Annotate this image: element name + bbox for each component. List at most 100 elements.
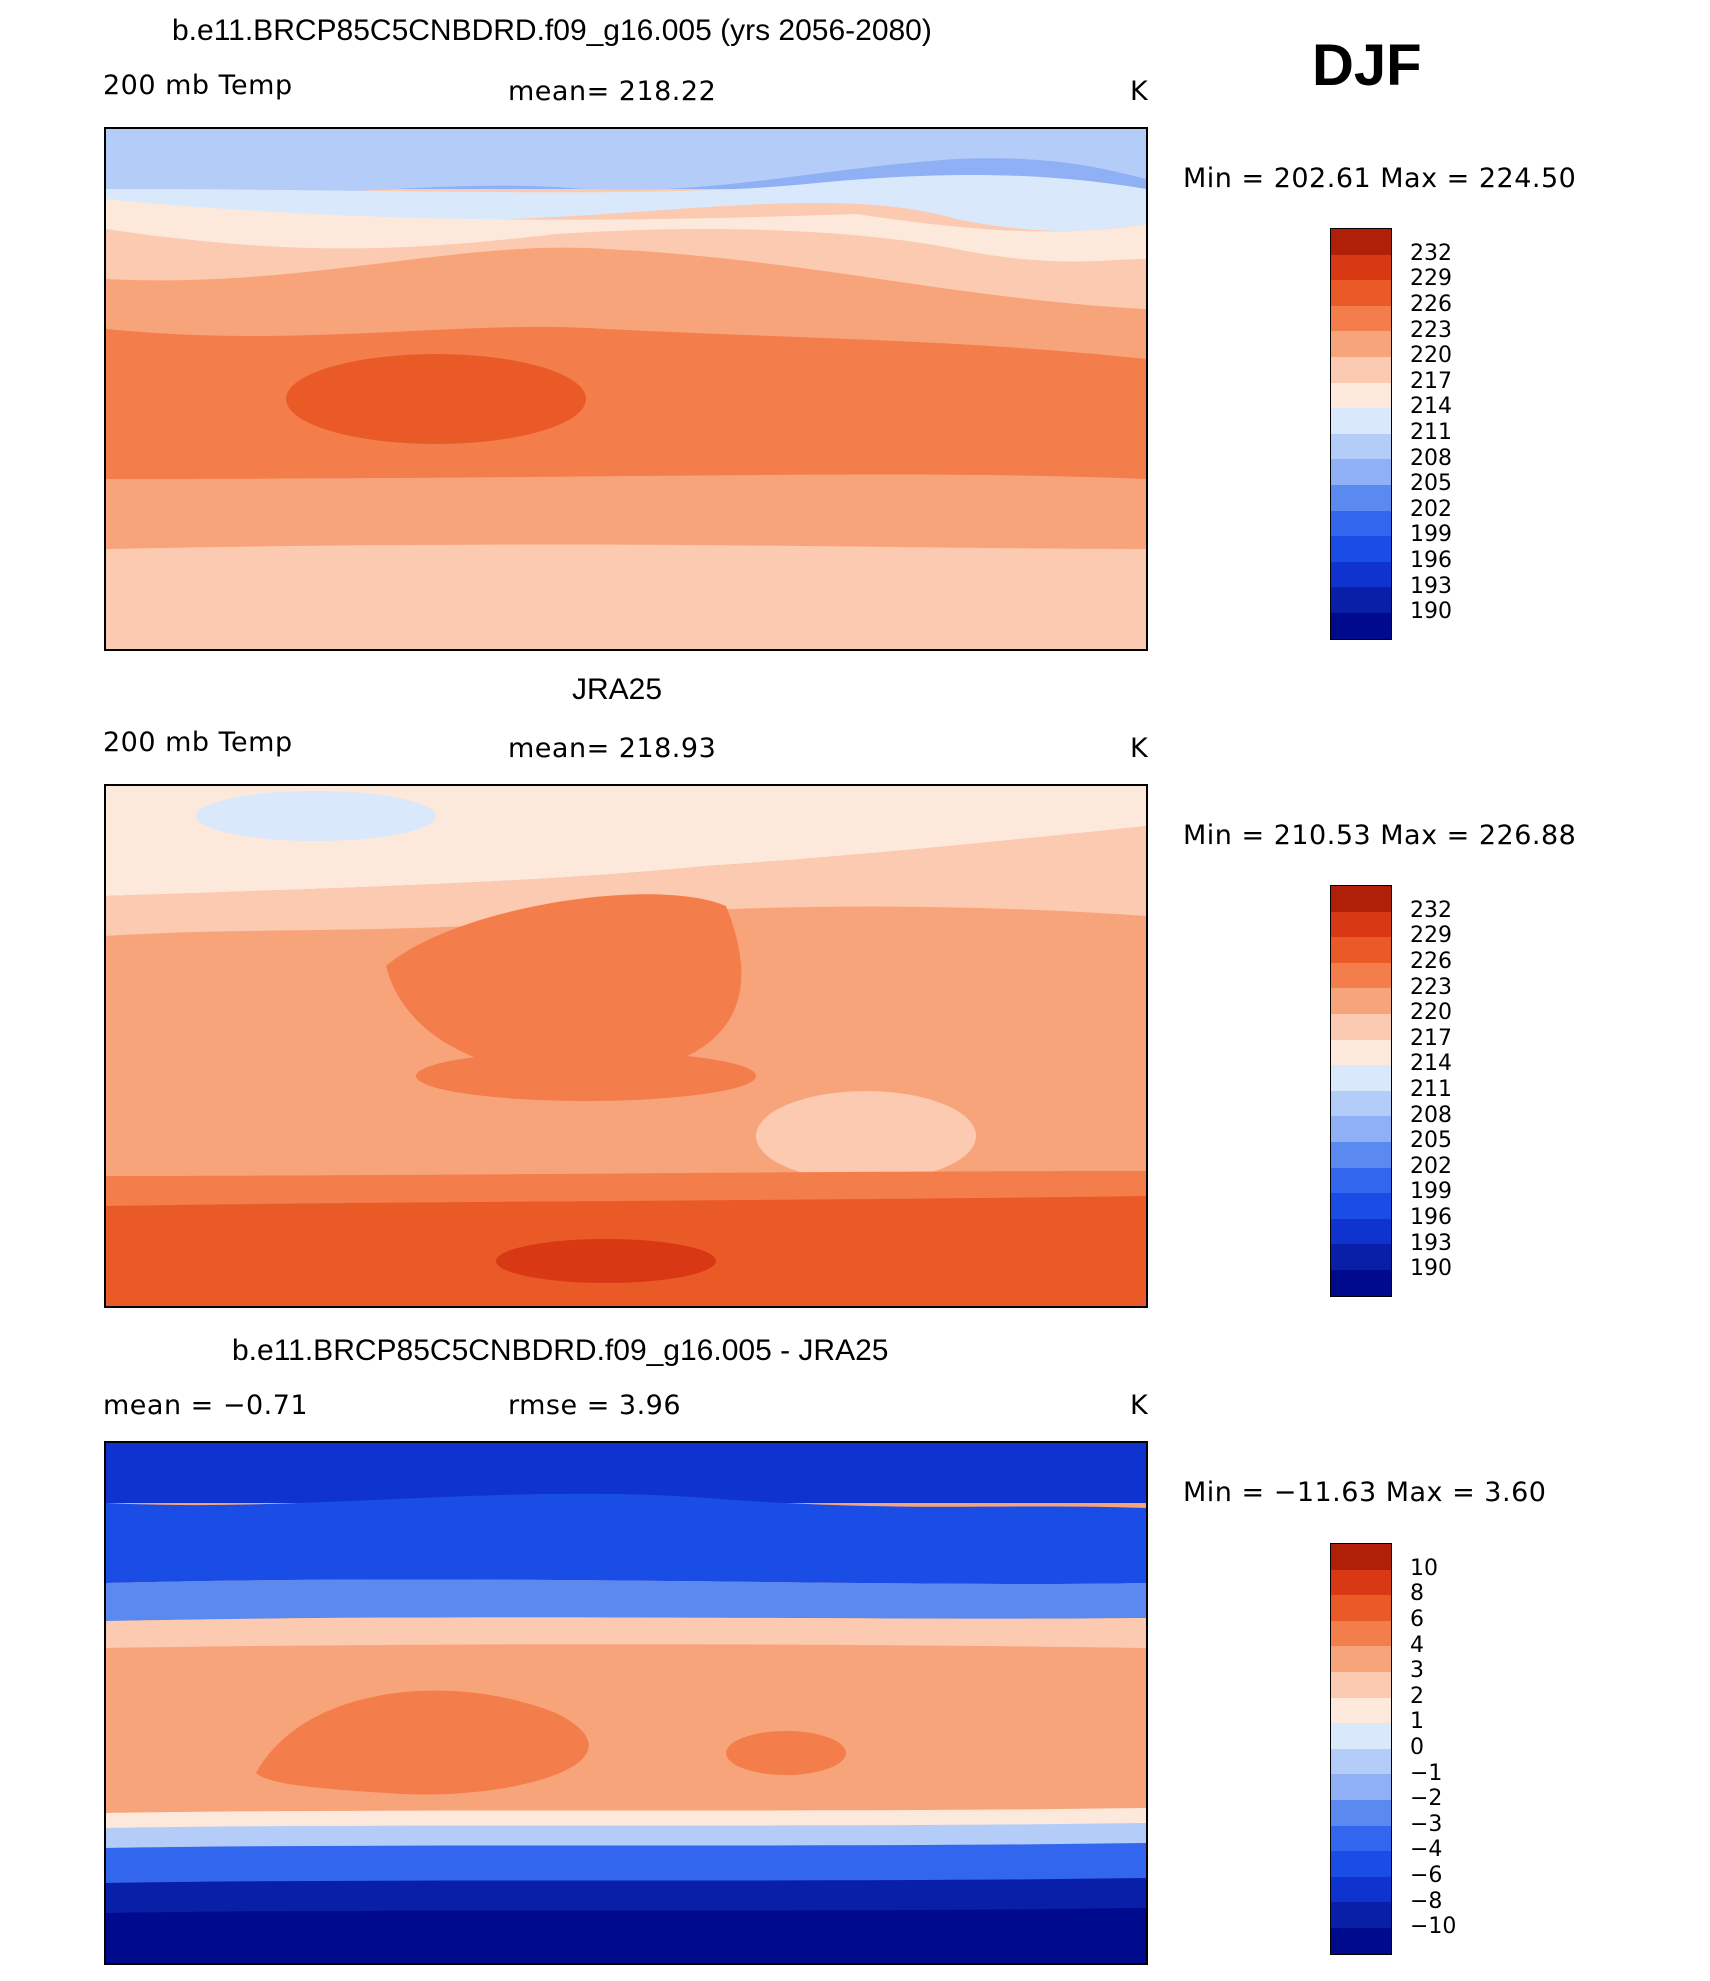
colorbar-swatch — [1331, 1697, 1391, 1724]
panel-2-variable: 200 mb Temp — [103, 727, 293, 758]
colorbar-swatch — [1331, 587, 1391, 613]
field-band — [106, 1579, 1146, 1621]
field-maximum — [286, 354, 586, 444]
colorbar-tick-label: 2 — [1410, 1683, 1424, 1709]
colorbar-swatch — [1331, 459, 1391, 485]
colorbar-swatch — [1331, 510, 1391, 537]
field-band — [106, 1493, 1146, 1585]
colorbar-tick-label: 0 — [1410, 1734, 1424, 1760]
colorbar-tick-label: 4 — [1410, 1632, 1424, 1658]
colorbar-swatch — [1331, 280, 1391, 306]
colorbar-tick-label: −8 — [1410, 1888, 1443, 1914]
panel-2-field — [106, 786, 1146, 1306]
colorbar-tick-label: −6 — [1410, 1862, 1443, 1888]
colorbar-swatch — [1331, 1825, 1391, 1852]
panel-1-variable: 200 mb Temp — [103, 70, 293, 101]
colorbar-swatch — [1331, 1141, 1391, 1168]
field-maximum — [256, 1690, 589, 1795]
colorbar-tick-label: 8 — [1410, 1581, 1424, 1607]
field-minimum — [756, 1091, 976, 1181]
colorbar-swatch — [1331, 937, 1391, 963]
panel-3-minmax: Min = −11.63 Max = 3.60 — [1183, 1477, 1547, 1508]
panel-1-field — [106, 129, 1146, 649]
colorbar-tick-label: 202 — [1410, 496, 1452, 522]
panel-3-map — [104, 1441, 1148, 1965]
panel-1-units: K — [1130, 76, 1149, 107]
panel-3-title: b.e11.BRCP85C5CNBDRD.f09_g16.005 - JRA25 — [232, 1334, 889, 1367]
colorbar-swatch — [1331, 305, 1391, 332]
panel-3-rmse: rmse = 3.96 — [508, 1390, 682, 1421]
panel-3-mean: mean = −0.71 — [103, 1390, 309, 1421]
colorbar-tick-label: 190 — [1410, 599, 1452, 625]
colorbar-swatch — [1331, 1620, 1391, 1647]
panel-2-colorbar-labels: 232 229 226 223 220 217 214 211 208 205 202 199 196 1… — [1410, 898, 1452, 1282]
colorbar-tick-label: 214 — [1410, 1051, 1452, 1077]
colorbar-swatch — [1331, 1569, 1391, 1596]
colorbar-tick-label: 226 — [1410, 291, 1452, 317]
field-band — [106, 129, 1146, 197]
field-band — [106, 826, 1146, 936]
colorbar-swatch — [1331, 1544, 1391, 1570]
colorbar-swatch — [1331, 1269, 1391, 1296]
colorbar-swatch — [1331, 1013, 1391, 1040]
panel-2-title: JRA25 — [572, 673, 663, 706]
colorbar-swatch — [1331, 484, 1391, 511]
colorbar-swatch — [1331, 1595, 1391, 1621]
colorbar-tick-label: 205 — [1410, 1128, 1452, 1154]
colorbar-swatch — [1331, 1927, 1391, 1954]
colorbar-tick-label: −10 — [1410, 1914, 1457, 1940]
colorbar-tick-label: 229 — [1410, 923, 1452, 949]
panel-2-colorbar-swatches — [1330, 885, 1392, 1297]
colorbar-tick-label: 6 — [1410, 1606, 1424, 1632]
panel-2-mean: mean= 218.93 — [508, 733, 717, 764]
field-band — [106, 1908, 1146, 1963]
colorbar-tick-label: 208 — [1410, 1102, 1452, 1128]
colorbar-swatch — [1331, 536, 1391, 562]
colorbar-tick-label: −1 — [1410, 1760, 1443, 1786]
colorbar-swatch — [1331, 1723, 1391, 1749]
field-band — [106, 1443, 1146, 1503]
colorbar-swatch — [1331, 1799, 1391, 1826]
colorbar-swatch — [1331, 1039, 1391, 1066]
colorbar-tick-label: 211 — [1410, 1076, 1452, 1102]
colorbar-swatch — [1331, 1244, 1391, 1270]
colorbar-tick-label: 223 — [1410, 974, 1452, 1000]
colorbar-swatch — [1331, 1876, 1391, 1903]
colorbar-tick-label: 208 — [1410, 445, 1452, 471]
colorbar-swatch — [1331, 988, 1391, 1014]
panel-3-colorbar-labels: 10 8 6 4 3 2 1 0 −1 −2 −3 −4 −6 −8 −10 — [1410, 1556, 1456, 1940]
colorbar-swatch — [1331, 886, 1391, 912]
colorbar-swatch — [1331, 382, 1391, 409]
colorbar-tick-label: 199 — [1410, 1179, 1452, 1205]
colorbar-tick-label: 223 — [1410, 317, 1452, 343]
colorbar-swatch — [1331, 331, 1391, 357]
colorbar-swatch — [1331, 229, 1391, 255]
field-minimum — [196, 791, 436, 841]
colorbar-tick-label: 190 — [1410, 1256, 1452, 1282]
colorbar-tick-label: 3 — [1410, 1658, 1424, 1684]
panel-1-colorbar-swatches — [1330, 228, 1392, 640]
panel-1-mean: mean= 218.22 — [508, 76, 717, 107]
panel-3-field — [106, 1443, 1146, 1963]
panel-1-colorbar-labels: 232 229 226 223 220 217 214 211 208 205 202 199 196 1… — [1410, 241, 1452, 625]
colorbar-tick-label: 217 — [1410, 368, 1452, 394]
colorbar-tick-label: 214 — [1410, 394, 1452, 420]
panel-1-minmax: Min = 202.61 Max = 224.50 — [1183, 163, 1577, 194]
colorbar-tick-label: −2 — [1410, 1786, 1443, 1812]
colorbar-tick-label: 196 — [1410, 547, 1452, 573]
colorbar-tick-label: −3 — [1410, 1811, 1443, 1837]
field-band — [106, 1617, 1146, 1648]
colorbar-swatch — [1331, 1116, 1391, 1142]
colorbar-tick-label: 196 — [1410, 1204, 1452, 1230]
colorbar-swatch — [1331, 1671, 1391, 1698]
colorbar-tick-label: 10 — [1410, 1555, 1438, 1581]
colorbar-tick-label: 220 — [1410, 343, 1452, 369]
colorbar-tick-label: 202 — [1410, 1153, 1452, 1179]
colorbar-swatch — [1331, 962, 1391, 989]
colorbar-swatch — [1331, 1090, 1391, 1117]
panel-2-map — [104, 784, 1148, 1308]
colorbar-tick-label: 193 — [1410, 1230, 1452, 1256]
panel-1-map — [104, 127, 1148, 651]
colorbar-tick-label: 232 — [1410, 240, 1452, 266]
colorbar-tick-label: 229 — [1410, 266, 1452, 292]
